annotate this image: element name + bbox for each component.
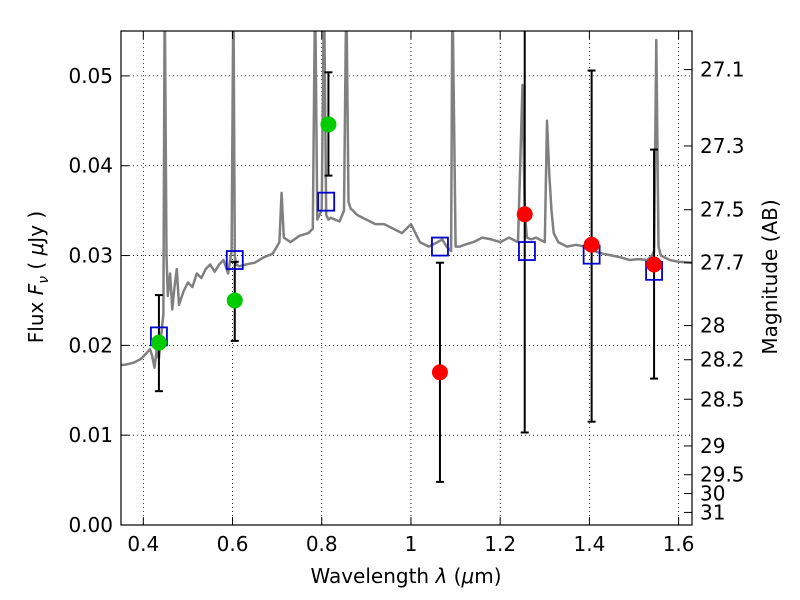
y-tick-label: 0.05 (68, 64, 113, 88)
mag-tick-label: 30 (700, 482, 725, 506)
x-tick-label: 1.2 (484, 532, 516, 556)
grid (121, 31, 692, 526)
x-tick-label: 1.4 (573, 532, 605, 556)
model-square-point (518, 241, 536, 261)
y-tick-label: 0.03 (68, 244, 113, 268)
mag-tick-label: 29.5 (700, 463, 745, 487)
x-tick-label: 0.6 (217, 532, 249, 556)
mag-tick-label: 29 (700, 434, 725, 458)
mag-tick-label: 31 (700, 500, 725, 524)
mag-tick-label: 27.3 (700, 134, 745, 158)
plot-area (121, 31, 692, 483)
y-axis-label: Flux Fν ( μJy ) (24, 211, 52, 343)
mag-tick-label: 28.2 (700, 348, 745, 372)
model-square-point (317, 191, 336, 212)
green-data-point (226, 292, 243, 309)
x-tick-label: 0.4 (127, 532, 159, 556)
green-data-point (150, 334, 167, 351)
x-tick-label: 1 (405, 532, 418, 556)
red-data-point (516, 206, 533, 223)
axis-ticks: 0.4 0.6 0.8 1 1.2 1.4 1.6 0.00 0.01 0.02 0.03 0.04 0… (68, 30, 745, 556)
mag-tick-label: 28 (700, 314, 725, 338)
x-tick-label: 0.8 (306, 532, 338, 556)
mag-tick-label: 27.1 (700, 58, 745, 82)
x-tick-label: 1.6 (663, 532, 695, 556)
red-data-point (583, 236, 600, 253)
model-square-point (225, 250, 244, 270)
y-tick-label: 0.01 (68, 423, 113, 447)
x-axis-label: Wavelength λ (μm) (310, 564, 501, 588)
plot-frame (120, 30, 693, 526)
spectrum-line (121, 31, 692, 370)
mag-tick-label: 28.5 (700, 387, 745, 411)
red-data-point (431, 364, 448, 381)
model-square-point (431, 236, 449, 257)
y-tick-label: 0.02 (68, 333, 113, 357)
y2-axis-label: Magnitude (AB) (758, 199, 782, 354)
mag-tick-label: 27.7 (700, 251, 745, 275)
y-tick-label: 0.04 (68, 154, 113, 178)
red-data-point (646, 256, 663, 273)
mag-tick-label: 27.5 (700, 198, 745, 222)
y-tick-label: 0.00 (68, 513, 113, 537)
plot-clip-group (121, 31, 692, 483)
green-data-point (320, 116, 337, 133)
